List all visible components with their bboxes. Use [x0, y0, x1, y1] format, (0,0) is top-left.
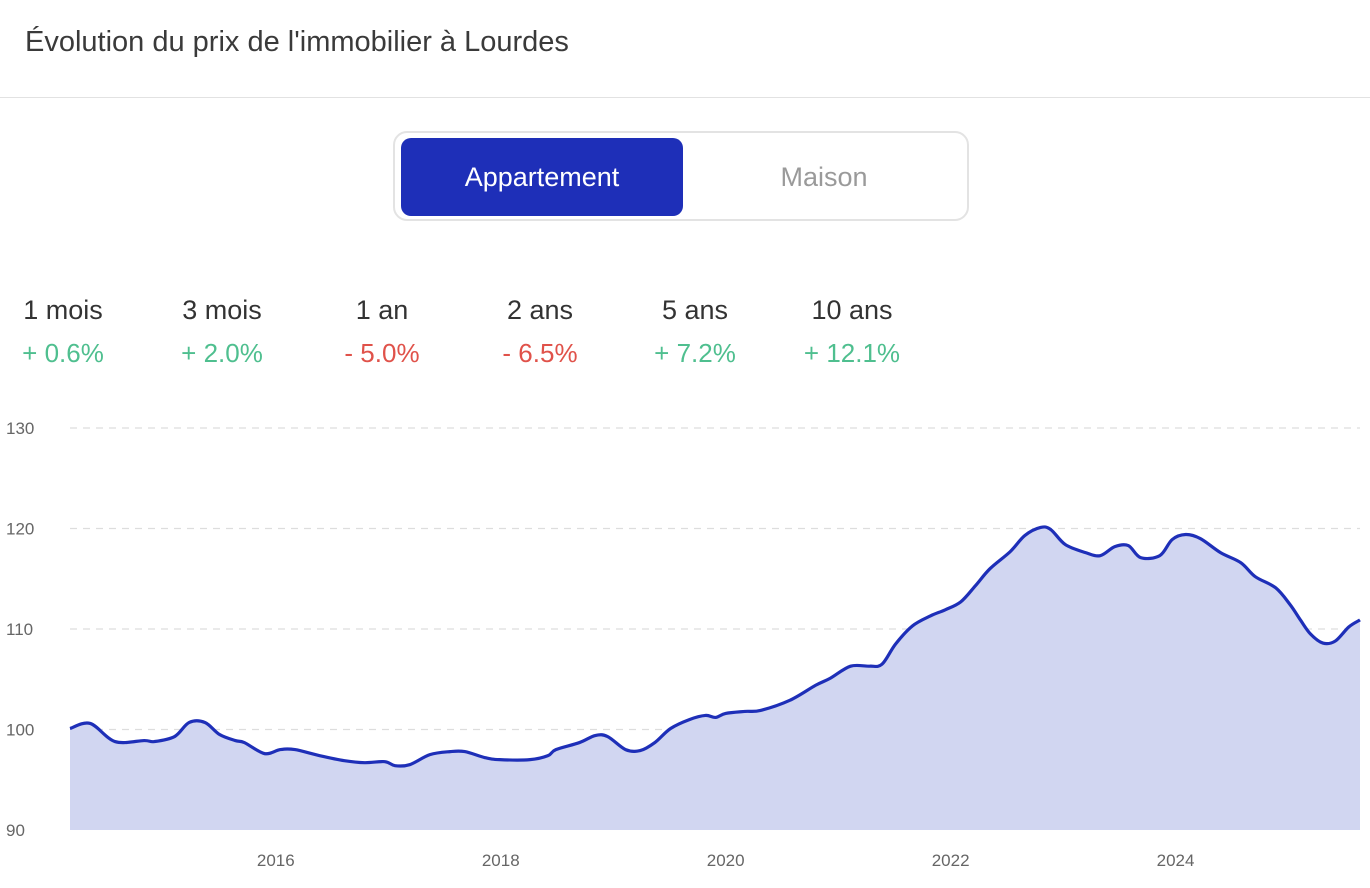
y-tick-label: 130	[6, 419, 34, 438]
x-tick-label: 2020	[707, 851, 745, 870]
toggle-maison[interactable]: Maison	[780, 161, 868, 192]
page-title: Évolution du prix de l'immobilier à Lour…	[25, 26, 569, 58]
series-line	[69, 525, 1361, 768]
x-tick-label: 2016	[257, 851, 295, 870]
y-tick-label: 100	[6, 721, 34, 740]
stat-value: + 12.1%	[803, 338, 901, 368]
stat-label: 2 ans	[506, 295, 574, 325]
stat-value: + 7.2%	[654, 338, 736, 368]
stat-label: 10 ans	[811, 295, 893, 325]
x-tick-label: 2018	[482, 851, 520, 870]
stat-label: 5 ans	[661, 295, 729, 325]
stat-4: 5 ans + 7.2%	[625, 295, 765, 369]
property-type-toggle: Appartement Maison	[393, 131, 969, 221]
stat-3: 2 ans - 6.5%	[470, 295, 610, 369]
stat-value: + 2.0%	[181, 338, 263, 368]
stat-label: 3 mois	[182, 295, 262, 325]
stat-value: + 0.6%	[22, 338, 104, 368]
stat-value: - 5.0%	[344, 338, 420, 368]
stat-5: 10 ans + 12.1%	[782, 295, 922, 369]
x-tick-label: 2024	[1157, 851, 1195, 870]
y-tick-label: 120	[6, 520, 34, 539]
stat-0: 1 mois + 0.6%	[0, 295, 133, 369]
y-tick-label: 90	[6, 821, 25, 840]
y-tick-label: 110	[6, 620, 33, 639]
header-divider	[0, 97, 1370, 98]
stat-value: - 6.5%	[502, 338, 578, 368]
stat-label: 1 mois	[23, 295, 103, 325]
stat-label: 1 an	[355, 295, 409, 325]
toggle-appartement[interactable]: Appartement	[401, 138, 683, 216]
stat-1: 3 mois + 2.0%	[152, 295, 292, 369]
stat-2: 1 an - 5.0%	[312, 295, 452, 369]
series-area	[70, 526, 1360, 830]
x-tick-label: 2022	[932, 851, 970, 870]
